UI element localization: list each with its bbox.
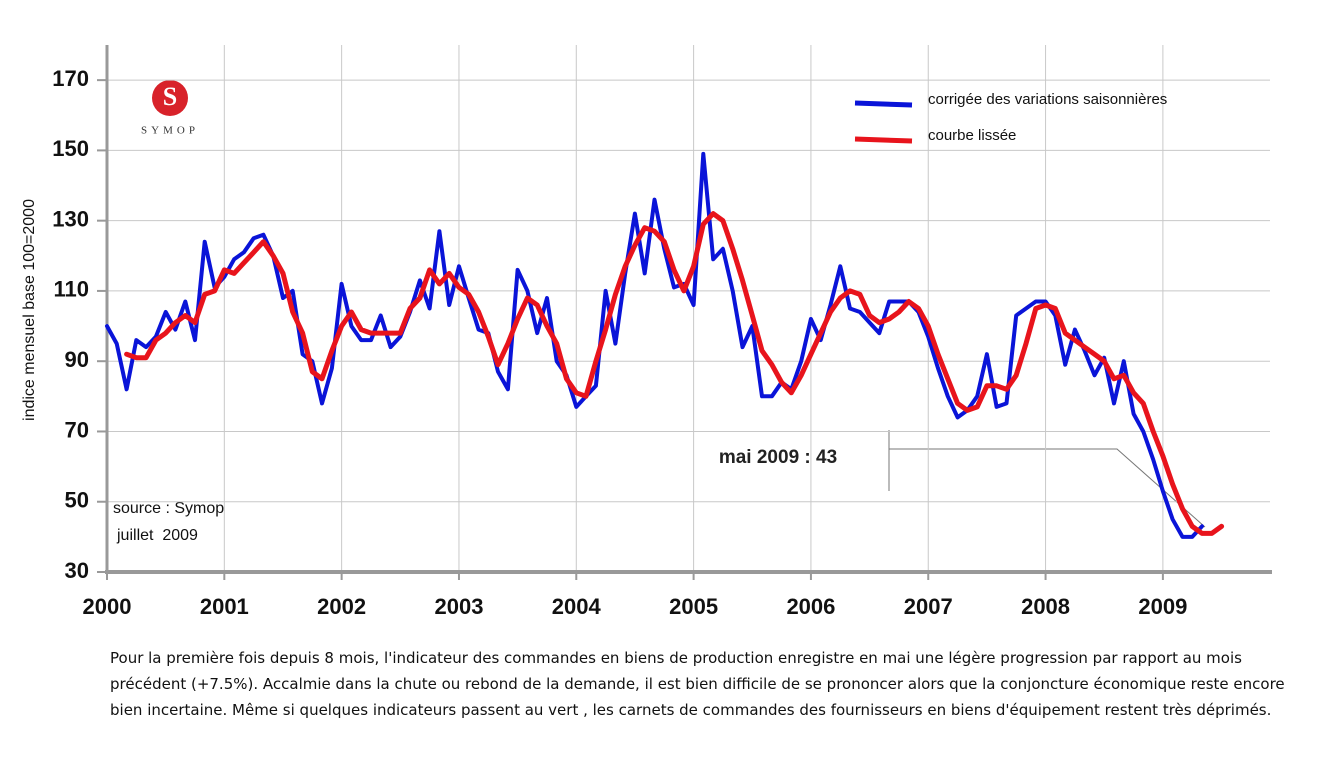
logo-text: SYMOP [141,125,199,137]
x-tick-label: 2005 [669,594,718,619]
annotation-leader [889,448,1206,528]
x-tick-label: 2001 [200,594,249,619]
legend-swatch [854,100,913,108]
x-tick-label: 2007 [904,594,953,619]
y-tick-label: 150 [52,136,89,161]
legend-label: corrigée des variations saisonnières [928,91,1167,108]
series-line [105,151,1204,539]
x-tick-label: 2008 [1021,594,1070,619]
y-tick-label: 110 [54,277,90,302]
logo-circle [152,80,188,116]
y-axis-label: indice mensuel base 100=2000 [21,199,38,421]
logo: S SYMOP [141,80,199,137]
x-tick-label: 2009 [1138,594,1187,619]
series-line [124,211,1225,536]
legend-swatch [854,136,913,144]
y-tick-label: 70 [65,417,89,442]
source-date: juillet 2009 [116,527,198,544]
x-tick-label: 2000 [83,594,132,619]
caption: Pour la première fois depuis 8 mois, l'i… [110,649,1285,719]
x-tick-label: 2003 [434,594,483,619]
annotation: mai 2009 : 43 [719,447,837,468]
x-tick-label: 2004 [552,594,602,619]
y-tick-label: 170 [52,66,89,91]
chart: indice mensuel base 100=2000 S SYMOP sou… [21,45,1272,619]
x-tick-label: 2006 [786,594,835,619]
annotation-lines [888,430,1206,528]
y-tick-label: 90 [65,347,89,372]
source: source : Symop [113,500,224,517]
x-tick-label: 2002 [317,594,366,619]
logo-mark: S [163,82,177,111]
y-tick-label: 50 [65,488,89,513]
legend-label: courbe lissée [928,127,1016,144]
y-tick-label: 30 [65,558,89,583]
y-tick-label: 130 [52,206,89,231]
